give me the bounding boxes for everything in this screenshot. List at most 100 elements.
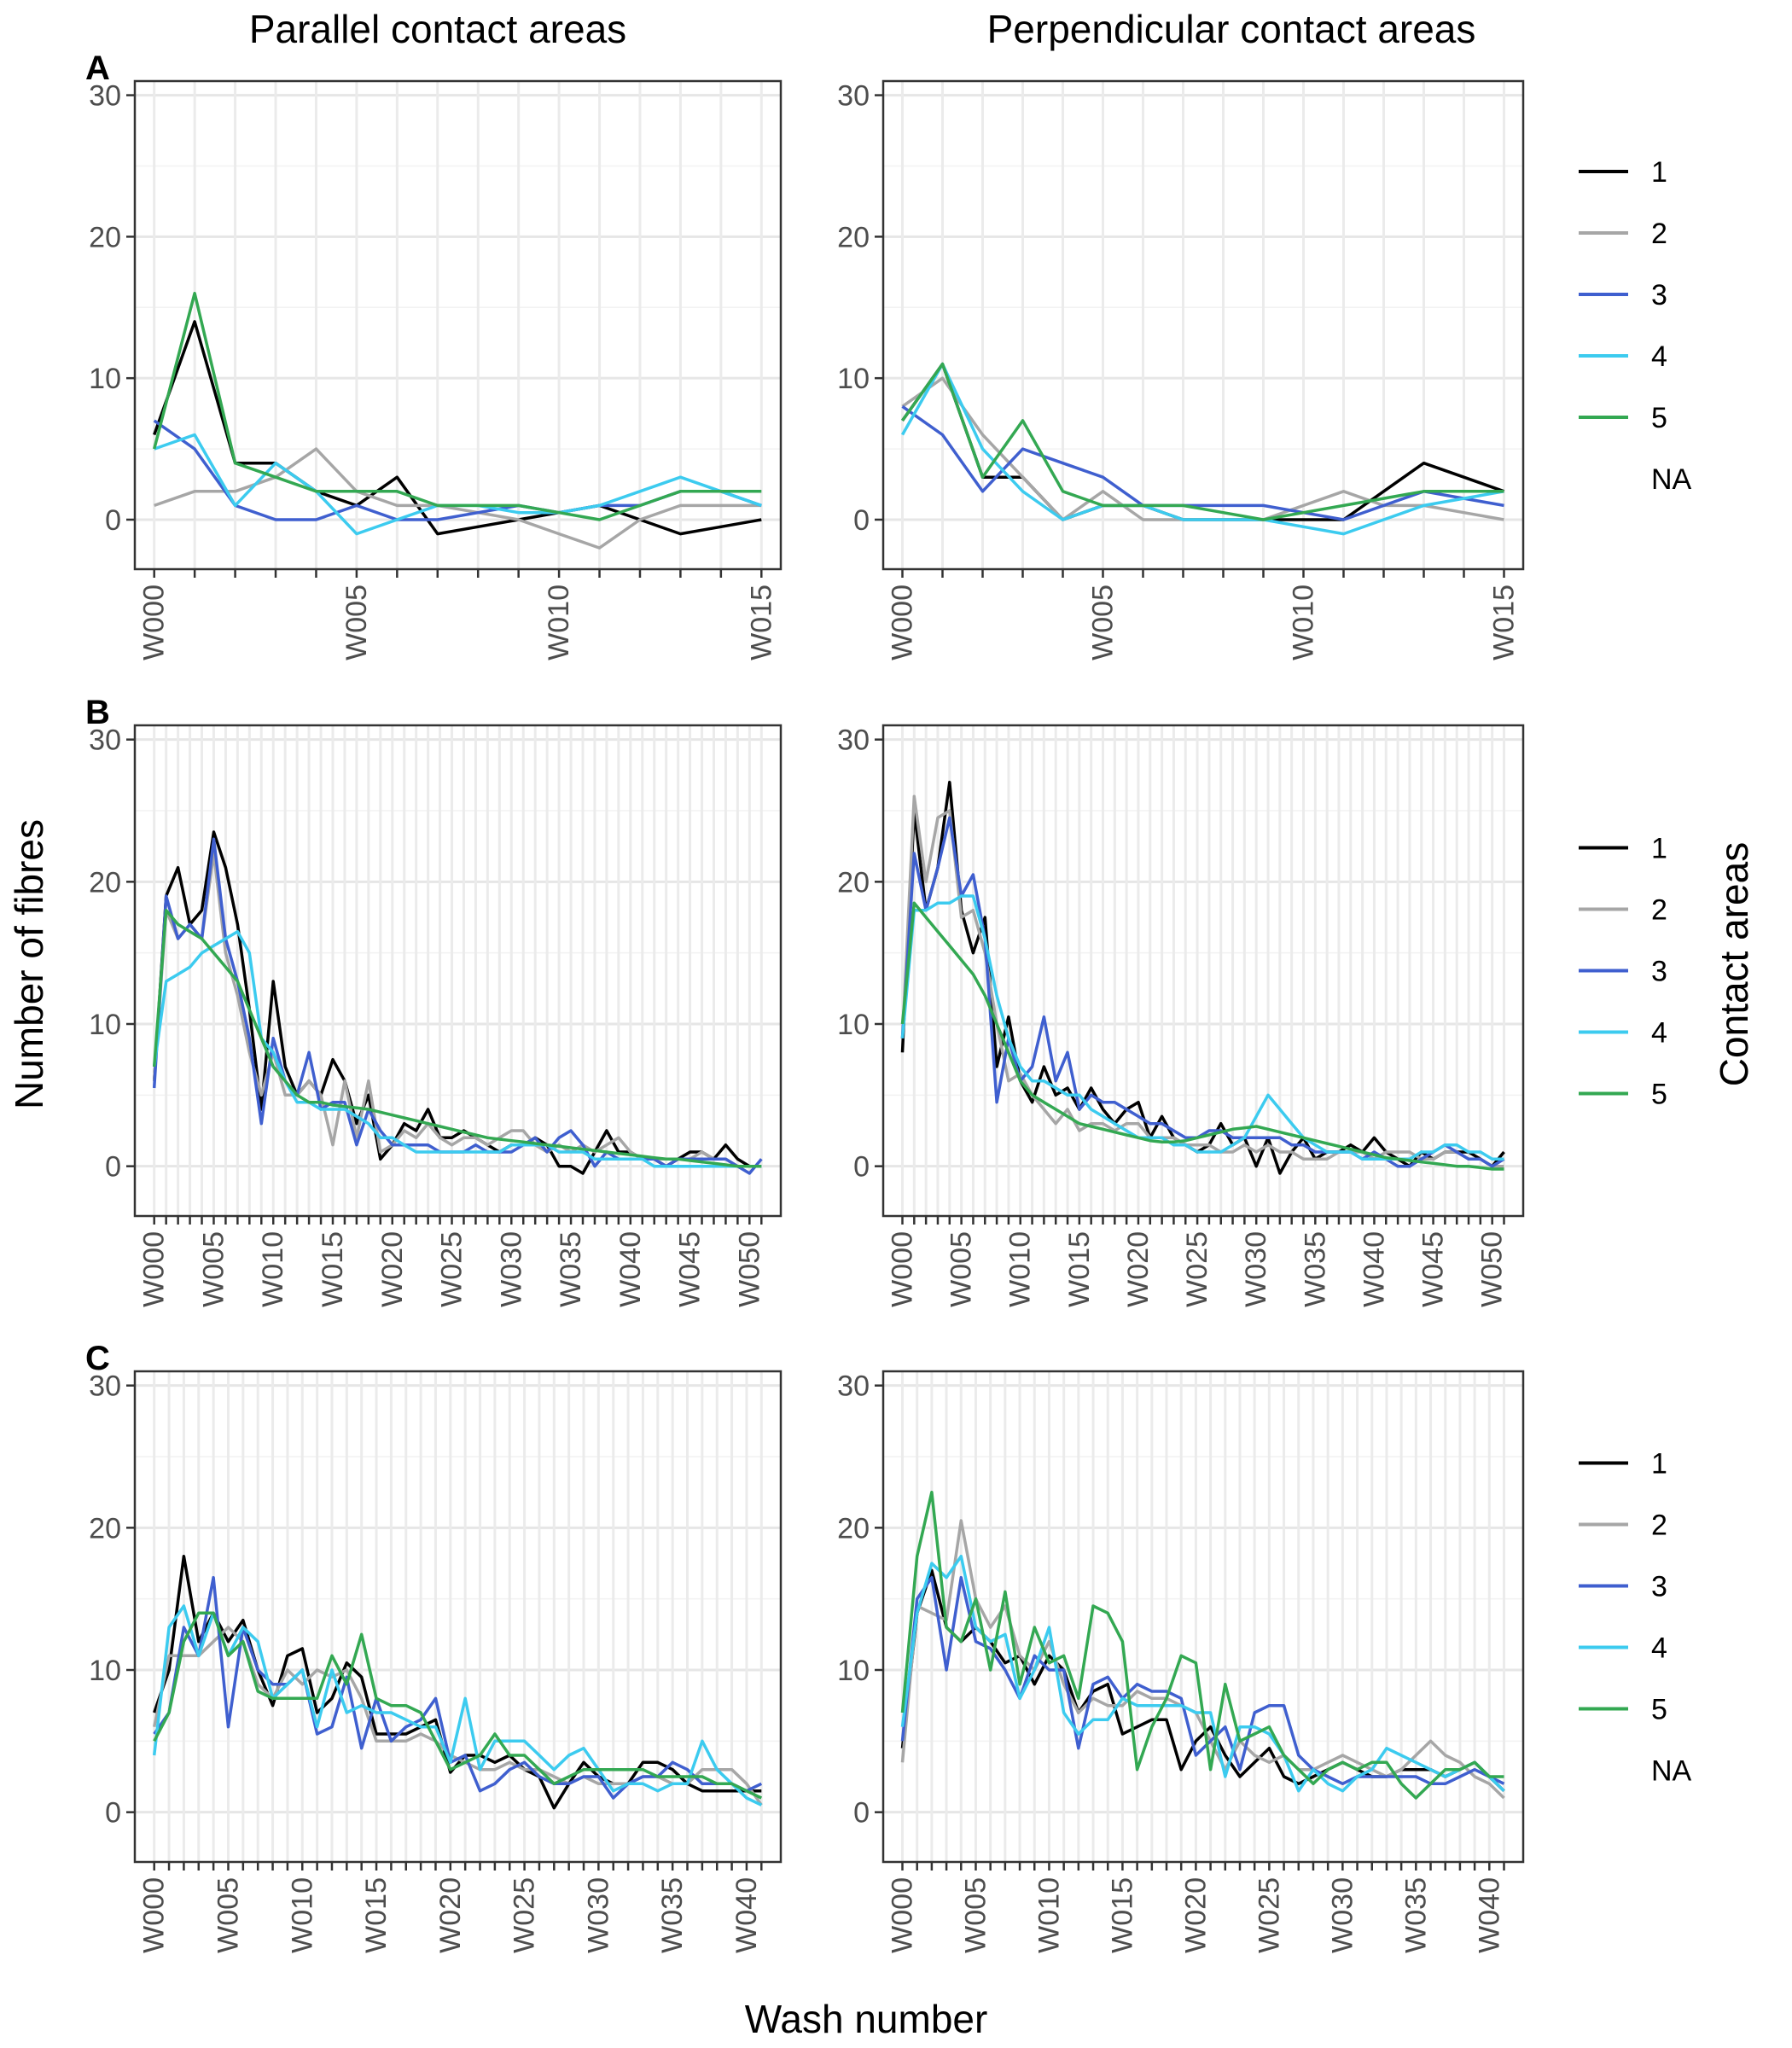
series-line-3 bbox=[153, 1575, 763, 1800]
x-tick-label: W035 bbox=[1299, 1231, 1331, 1307]
legend-label-5: 5 bbox=[1651, 1079, 1667, 1111]
legend-label-2: 2 bbox=[1651, 1510, 1667, 1542]
x-tick-label: W050 bbox=[733, 1231, 765, 1307]
x-tick-label: W005 bbox=[340, 585, 373, 660]
panel-C-perpendicular: 0 10 20 30 W000 W005 W010 W015 W020 W025 W030 W035 W… bbox=[837, 1370, 1525, 1953]
x-tick-label: W015 bbox=[360, 1877, 393, 1953]
series-line-3 bbox=[900, 816, 1505, 1168]
legend-label-3: 3 bbox=[1651, 1571, 1667, 1603]
x-tick-label: W035 bbox=[656, 1877, 689, 1953]
x-tick-label: W025 bbox=[436, 1231, 468, 1307]
x-tick-label: W000 bbox=[887, 585, 919, 660]
x-tick-label: W005 bbox=[212, 1877, 245, 1953]
series-line-3 bbox=[900, 1575, 1505, 1786]
x-tick-label: W000 bbox=[138, 1231, 171, 1307]
x-tick-label: W040 bbox=[1473, 1877, 1505, 1953]
series-line-5 bbox=[900, 901, 1504, 1171]
x-tick-label: W045 bbox=[1417, 1231, 1450, 1307]
legend-label-NA: NA bbox=[1651, 463, 1692, 496]
legend-label-1: 1 bbox=[1651, 833, 1667, 865]
panel-border bbox=[881, 79, 1525, 571]
x-tick-label: W000 bbox=[138, 585, 171, 660]
y-tick-label: 10 bbox=[837, 1009, 870, 1041]
x-tick-label: W010 bbox=[257, 1231, 289, 1307]
series-line-4 bbox=[152, 1604, 763, 1807]
y-tick-label: 0 bbox=[105, 1151, 121, 1184]
x-tick-label: W030 bbox=[1240, 1231, 1272, 1307]
y-tick-label: 0 bbox=[853, 1151, 870, 1184]
panel-letter: C bbox=[85, 1340, 110, 1377]
legend-label-2: 2 bbox=[1651, 894, 1667, 927]
x-tick-label: W030 bbox=[582, 1877, 614, 1953]
x-tick-label: W005 bbox=[198, 1231, 230, 1307]
legend-label-3: 3 bbox=[1651, 956, 1667, 988]
y-tick-label: 30 bbox=[89, 80, 121, 113]
y-tick-label: 0 bbox=[105, 504, 121, 537]
legend-title: Contact areas bbox=[1712, 842, 1756, 1086]
y-tick-label: 0 bbox=[853, 504, 870, 537]
panel-B-parallel: 0 10 20 30 W000 W005 W010 W015 W020 W025 W030 W035 W… bbox=[85, 694, 783, 1307]
y-tick-label: 20 bbox=[837, 866, 870, 899]
panel-border bbox=[133, 1370, 783, 1864]
x-tick-label: W005 bbox=[1087, 585, 1120, 660]
legend-label-4: 4 bbox=[1651, 1017, 1667, 1050]
panel-border bbox=[881, 1370, 1525, 1864]
y-tick-label: 30 bbox=[837, 724, 870, 757]
y-tick-label: 10 bbox=[89, 1655, 121, 1687]
series-line-5 bbox=[900, 1490, 1504, 1800]
series-line-1 bbox=[153, 320, 762, 536]
series-line-5 bbox=[901, 362, 1504, 521]
x-tick-label: W020 bbox=[1179, 1877, 1212, 1953]
y-tick-label: 30 bbox=[89, 1370, 121, 1403]
panel-background bbox=[135, 1371, 781, 1862]
x-tick-label: W010 bbox=[1033, 1877, 1066, 1953]
x-tick-label: W015 bbox=[1063, 1231, 1096, 1307]
series-line-4 bbox=[900, 362, 1504, 536]
panel-border bbox=[133, 724, 783, 1218]
series-line-5 bbox=[153, 1611, 763, 1800]
x-tick-label: W030 bbox=[495, 1231, 527, 1307]
x-tick-label: W015 bbox=[745, 585, 777, 660]
legend-label-NA: NA bbox=[1651, 1755, 1692, 1788]
legend-label-5: 5 bbox=[1651, 1694, 1667, 1726]
x-tick-label: W040 bbox=[614, 1231, 647, 1307]
x-tick-label: W020 bbox=[1122, 1231, 1155, 1307]
y-tick-label: 0 bbox=[853, 1797, 870, 1830]
y-axis-title: Number of fibres bbox=[7, 819, 51, 1109]
series-line-1 bbox=[900, 1568, 1505, 1792]
y-tick-label: 0 bbox=[105, 1797, 121, 1830]
legend-label-4: 4 bbox=[1651, 340, 1667, 373]
x-tick-label: W010 bbox=[1288, 585, 1320, 660]
y-tick-label: 20 bbox=[89, 1512, 121, 1545]
panel-border bbox=[881, 724, 1525, 1218]
legend-B: 1 2 3 4 5 bbox=[1579, 833, 1667, 1111]
x-tick-label: W025 bbox=[1181, 1231, 1213, 1307]
panel-B-perpendicular: 0 10 20 30 W000 W005 W010 W015 W020 W025 W030 W035 W… bbox=[837, 724, 1525, 1307]
y-tick-label: 10 bbox=[89, 1009, 121, 1041]
y-tick-label: 20 bbox=[89, 221, 121, 253]
x-tick-label: W045 bbox=[674, 1231, 707, 1307]
series-line-2 bbox=[900, 794, 1504, 1168]
x-tick-label: W015 bbox=[1106, 1877, 1138, 1953]
x-tick-label: W040 bbox=[730, 1877, 763, 1953]
y-tick-label: 20 bbox=[837, 1512, 870, 1545]
x-tick-label: W000 bbox=[887, 1231, 919, 1307]
panel-background bbox=[135, 81, 781, 569]
x-tick-label: W050 bbox=[1476, 1231, 1509, 1307]
x-tick-label: W005 bbox=[945, 1231, 978, 1307]
y-tick-label: 10 bbox=[837, 1655, 870, 1687]
x-tick-label: W030 bbox=[1326, 1877, 1359, 1953]
x-tick-label: W025 bbox=[509, 1877, 541, 1953]
panel-C-parallel: 0 10 20 30 W000 W005 W010 W015 W020 W025 W030 W035 W… bbox=[85, 1340, 783, 1953]
legend-label-5: 5 bbox=[1651, 402, 1667, 434]
legend-C: 1 2 3 4 5 NA bbox=[1579, 1448, 1692, 1788]
x-tick-label: W015 bbox=[1488, 585, 1521, 660]
panel-letter: B bbox=[85, 694, 110, 731]
series-line-5 bbox=[152, 908, 762, 1168]
column-title-perpendicular: Perpendicular contact areas bbox=[987, 7, 1476, 51]
y-tick-label: 30 bbox=[89, 724, 121, 757]
legend-label-2: 2 bbox=[1651, 218, 1667, 250]
panel-letter: A bbox=[85, 49, 110, 87]
